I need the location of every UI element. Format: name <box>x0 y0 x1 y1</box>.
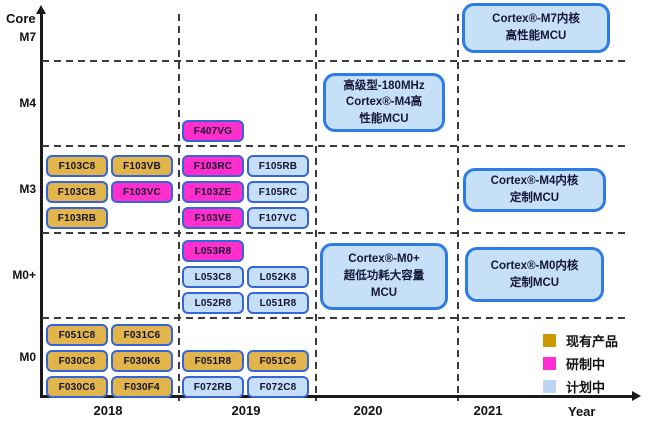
chip-F105RB: F105RB <box>247 155 309 177</box>
legend-label: 现有产品 <box>566 334 619 349</box>
annotation-line: Cortex®-M4高 <box>345 96 423 109</box>
chip-L053C8: L053C8 <box>182 266 244 288</box>
chip-F103ZE: F103ZE <box>182 181 244 203</box>
annotation-line: 高级型-180MHz <box>343 79 425 92</box>
annotation-m0plus-2021: Cortex®-M0内核 定制MCU <box>465 247 604 302</box>
annotation-line: 超低功耗大容量 <box>343 270 425 283</box>
y-axis-arrow-icon <box>36 5 46 14</box>
chip-F103C8: F103C8 <box>46 155 108 177</box>
annotation-line: 定制MCU <box>509 192 560 204</box>
annotation-line: Cortex®-M4内核 <box>490 175 579 188</box>
gridline-horizontal <box>42 232 628 234</box>
chip-F103VC: F103VC <box>111 181 173 203</box>
chip-F030C8: F030C8 <box>46 350 108 372</box>
annotation-line: 高性能MCU <box>505 30 567 42</box>
chip-F051C6: F051C6 <box>247 350 309 372</box>
annotation-m7-2021: Cortex®-M7内核 高性能MCU <box>462 3 610 53</box>
y-tick-label-m7: M7 <box>19 30 36 44</box>
chip-F072RB: F072RB <box>182 376 244 398</box>
legend-label: 计划中 <box>566 380 606 395</box>
legend-item-existing: 现有产品 <box>543 331 618 350</box>
y-tick-label-m0: M0 <box>19 350 36 364</box>
chip-F030K6: F030K6 <box>111 350 173 372</box>
x-axis <box>40 395 633 398</box>
y-tick-label-m3: M3 <box>19 181 36 196</box>
annotation-line: Cortex®-M0内核 <box>490 259 579 272</box>
chip-F103VB: F103VB <box>111 155 173 177</box>
annotation-line: 定制MCU <box>509 276 560 289</box>
legend-swatch-developing <box>543 357 556 370</box>
chip-L052K8: L052K8 <box>247 266 309 288</box>
gridline-vertical <box>457 14 459 401</box>
gridline-horizontal <box>42 60 628 62</box>
annotation-line: Cortex®-M0+ <box>348 253 420 266</box>
y-tick-label-m4: M4 <box>19 95 36 110</box>
chip-F105RC: F105RC <box>247 181 309 203</box>
chip-F103VE: F103VE <box>182 207 244 229</box>
gridline-vertical <box>178 14 180 401</box>
gridline-horizontal <box>42 317 628 319</box>
x-axis-arrow-icon <box>632 391 641 401</box>
chip-F072C8: F072C8 <box>247 376 309 398</box>
chip-F031C6: F031C6 <box>111 324 173 346</box>
chip-F051C8: F051C8 <box>46 324 108 346</box>
chip-F107VC: F107VC <box>247 207 309 229</box>
annotation-line: Cortex®-M7内核 <box>492 13 580 26</box>
x-tick-label-2020: 2020 <box>353 403 383 418</box>
legend-item-developing: 研制中 <box>543 354 605 373</box>
legend-swatch-planned <box>543 380 556 393</box>
gridline-vertical <box>315 14 317 401</box>
annotation-line: MCU <box>370 286 398 299</box>
chip-F407VG: F407VG <box>182 120 244 142</box>
y-axis <box>40 12 43 397</box>
legend-item-planned: 计划中 <box>543 377 605 396</box>
chip-F103CB: F103CB <box>46 181 108 203</box>
chip-F030F4: F030F4 <box>111 376 173 398</box>
chip-F103RB: F103RB <box>46 207 108 229</box>
chip-L053R8: L053R8 <box>182 240 244 262</box>
x-axis-title: Year <box>568 404 596 419</box>
annotation-m4-2020: 高级型-180MHz Cortex®-M4高 性能MCU <box>323 73 445 132</box>
chip-F051R8: F051R8 <box>182 350 244 372</box>
annotation-m0plus-2020: Cortex®-M0+ 超低功耗大容量 MCU <box>320 243 448 310</box>
y-axis-title: Core <box>6 11 36 26</box>
y-tick-label-m0plus: M0+ <box>12 267 36 282</box>
x-tick-label-2018: 2018 <box>93 403 123 418</box>
chip-F103RC: F103RC <box>182 155 244 177</box>
chip-L052R8: L052R8 <box>182 292 244 314</box>
x-tick-label-2021: 2021 <box>473 403 503 418</box>
gridline-horizontal <box>42 145 628 147</box>
legend-swatch-existing <box>543 334 556 347</box>
chip-L051R8: L051R8 <box>247 292 309 314</box>
annotation-line: 性能MCU <box>359 112 409 125</box>
chip-F030C6: F030C6 <box>46 376 108 398</box>
x-tick-label-2019: 2019 <box>231 403 261 418</box>
legend-label: 研制中 <box>566 357 606 372</box>
annotation-m3-2021: Cortex®-M4内核 定制MCU <box>463 168 606 212</box>
